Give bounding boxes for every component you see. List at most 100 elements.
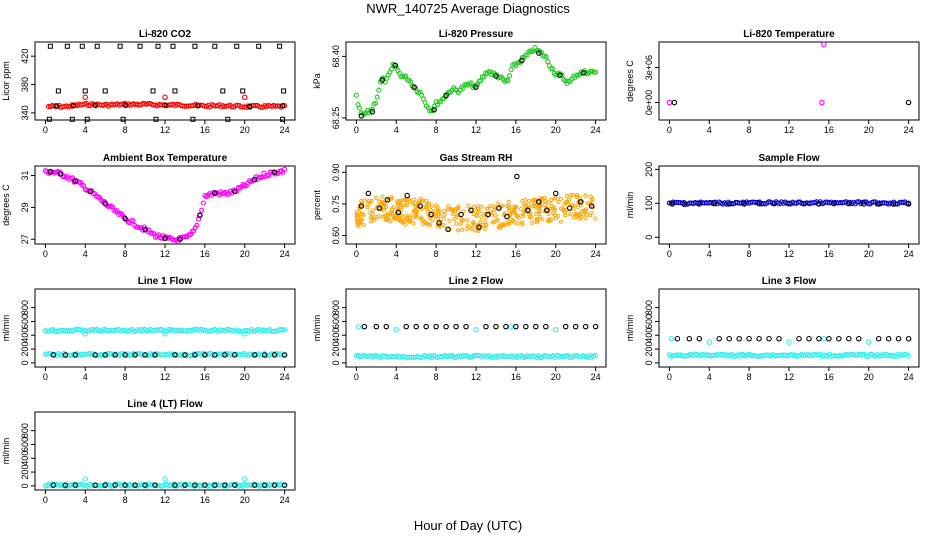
data-point: [592, 323, 599, 330]
x-tick-label: 20: [240, 249, 250, 259]
data-point: [513, 323, 519, 330]
x-tick-label: 0: [667, 249, 672, 259]
data-point: [380, 214, 385, 219]
data-point: [826, 335, 832, 342]
data-point: [199, 207, 205, 213]
series-cyan-dense: [42, 481, 288, 489]
panel-title: Line 2 Flow: [449, 276, 504, 287]
data-point: [172, 88, 178, 94]
data-point: [182, 352, 188, 358]
y-tick-label: 0.75: [331, 195, 341, 213]
data-point: [358, 113, 365, 119]
x-tick-label: 0: [667, 372, 672, 382]
data-point: [860, 201, 867, 207]
data-point: [530, 220, 535, 225]
data-point: [69, 175, 76, 181]
data-point: [366, 199, 371, 204]
data-point: [674, 335, 681, 342]
data-point: [905, 99, 912, 106]
data-point: [441, 223, 446, 228]
figure-title: NWR_140725 Average Diagnostics: [366, 1, 570, 16]
data-point: [374, 195, 379, 200]
series-magenta-trace: [42, 166, 288, 245]
data-point: [192, 352, 198, 358]
data-point: [361, 212, 366, 217]
x-tick-label: 24: [280, 372, 290, 382]
data-point: [419, 215, 424, 220]
panel-ambient: Ambient Box Temperature degrees C 0 4 8 12 16 2…: [1, 153, 296, 259]
data-point: [464, 226, 470, 232]
data-point: [50, 352, 57, 358]
data-point: [261, 352, 268, 358]
data-point: [102, 88, 108, 94]
data-point: [232, 482, 238, 488]
series-black-circles: [50, 352, 288, 358]
series-cyan-circles: [44, 476, 248, 488]
y-axis-label: ml/min: [1, 315, 11, 342]
data-point: [408, 79, 414, 85]
data-point: [564, 199, 570, 204]
data-point: [552, 190, 559, 197]
y-tick-label: 600: [331, 314, 341, 329]
data-point: [515, 221, 520, 226]
data-point: [552, 208, 558, 213]
data-point: [433, 209, 438, 214]
data-point: [455, 228, 461, 233]
data-point: [240, 88, 246, 94]
x-tick-label: 20: [551, 372, 561, 382]
data-point: [424, 205, 429, 210]
data-point: [453, 323, 459, 330]
data-point: [493, 73, 499, 79]
panel-title: Ambient Box Temperature: [103, 153, 228, 164]
data-point: [403, 222, 408, 227]
data-point: [47, 43, 53, 49]
data-point: [395, 199, 400, 204]
series-cyan-circles: [668, 335, 872, 345]
data-point: [525, 207, 531, 214]
series-black-circles: [671, 99, 912, 106]
data-point: [396, 207, 401, 212]
data-point: [549, 197, 554, 203]
y-tick-label: 31: [20, 171, 30, 181]
data-point: [162, 94, 168, 101]
data-point: [543, 54, 549, 60]
data-point: [369, 219, 374, 224]
data-point: [860, 351, 866, 357]
data-point: [431, 106, 437, 113]
data-point: [424, 202, 430, 208]
data-point: [365, 205, 370, 210]
data-point: [491, 204, 496, 209]
panel-line3: Line 3 Flow ml/min 0 4 8 12 16 20 24 0 20040060080…: [625, 276, 920, 382]
y-axis-label: kPa: [312, 73, 322, 89]
data-point: [428, 222, 433, 228]
x-tick-label: 12: [471, 125, 481, 135]
data-point: [741, 201, 747, 207]
data-point: [532, 197, 537, 203]
series-black-circles: [361, 323, 599, 330]
data-point: [142, 352, 148, 358]
data-point: [172, 352, 178, 358]
data-point: [426, 211, 431, 216]
y-axis-label: ml/min: [625, 315, 635, 342]
x-tick-label: 12: [784, 125, 794, 135]
data-point: [64, 43, 70, 49]
data-point: [162, 476, 168, 482]
y-axis-label: degrees C: [1, 184, 11, 226]
data-point: [195, 103, 201, 109]
data-point: [766, 335, 772, 342]
data-point: [491, 219, 497, 224]
data-point: [593, 69, 599, 75]
data-point: [482, 226, 487, 231]
data-point: [821, 41, 827, 48]
data-point: [403, 73, 409, 79]
y-tick-label: 600: [20, 437, 30, 452]
data-point: [549, 66, 556, 72]
x-tick-label: 0: [43, 495, 48, 505]
data-point: [241, 331, 248, 337]
x-tick-label: 24: [904, 372, 914, 382]
x-tick-label: 4: [394, 249, 399, 259]
data-point: [102, 482, 108, 488]
x-tick-label: 4: [83, 125, 88, 135]
data-point: [153, 116, 159, 122]
data-point: [380, 194, 385, 199]
